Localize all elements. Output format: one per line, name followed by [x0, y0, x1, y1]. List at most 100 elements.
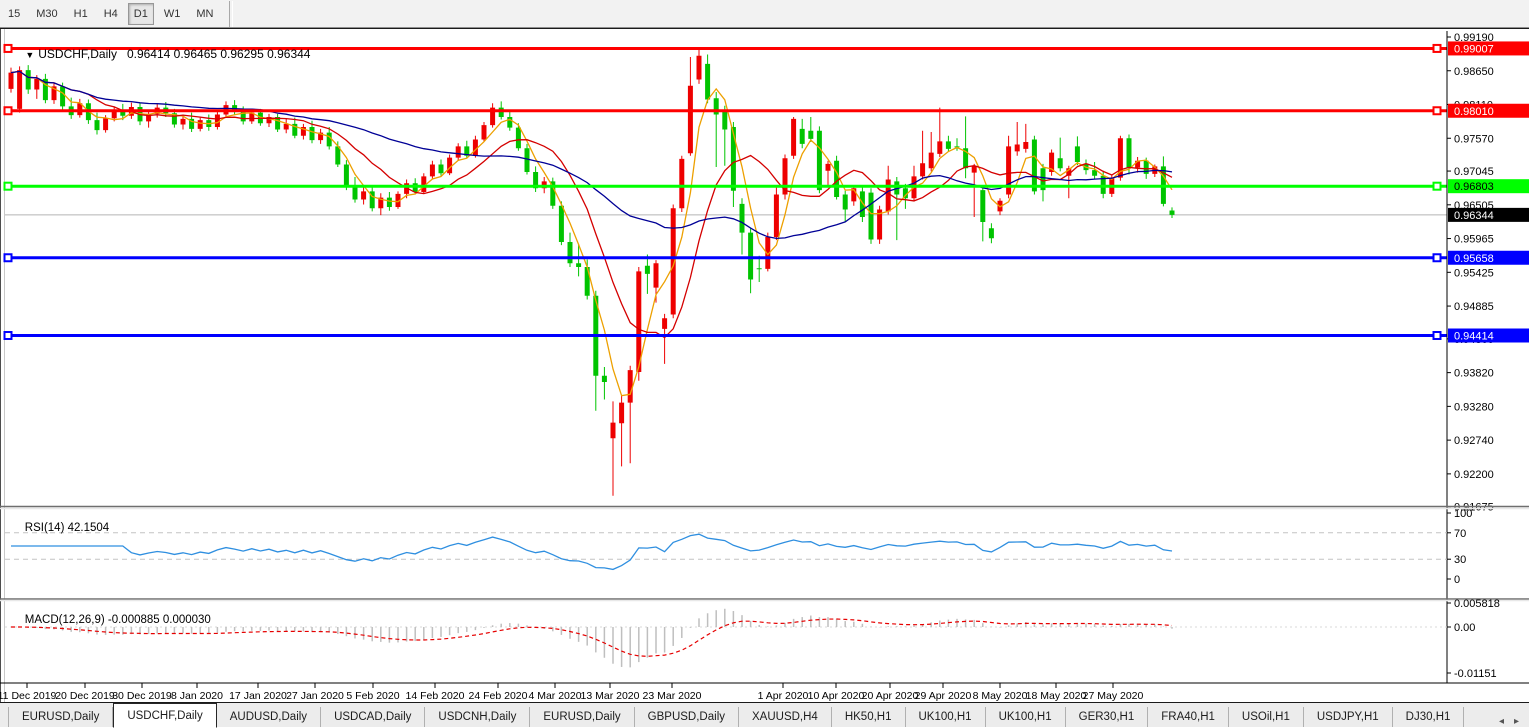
date-axis-label: 27 Jan 2020 — [286, 690, 344, 702]
line-price-badge-text: 0.96803 — [1454, 181, 1494, 193]
timeframe-toolbar: 15 M30 H1 H4 D1 W1 MN — [0, 0, 1529, 28]
tab-scroll-nav: ◂ ▸ — [1489, 716, 1529, 727]
macd-axis-label: 0.00 — [1454, 622, 1475, 634]
line-handle[interactable] — [1432, 253, 1442, 263]
rsi-axis-label: 70 — [1454, 528, 1466, 540]
price-axis-label: 0.95965 — [1454, 234, 1494, 246]
date-axis-label: 20 Apr 2020 — [862, 690, 919, 702]
date-axis-label: 4 Mar 2020 — [528, 690, 581, 702]
chart-tab-AUDUSD-Daily[interactable]: AUDUSD,Daily — [217, 707, 322, 727]
date-axis-label: 8 Jan 2020 — [171, 690, 223, 702]
date-axis-label: 27 May 2020 — [1083, 690, 1144, 702]
line-handle[interactable] — [1432, 43, 1442, 53]
window-left-border — [0, 29, 1, 703]
date-axis-label: 29 Apr 2020 — [915, 690, 972, 702]
date-axis-label: 10 Apr 2020 — [808, 690, 865, 702]
price-axis-label: 0.92740 — [1454, 435, 1494, 447]
date-axis-label: 1 Apr 2020 — [758, 690, 809, 702]
date-axis-label: 23 Mar 2020 — [643, 690, 702, 702]
chart-tab-FRA40-H1[interactable]: FRA40,H1 — [1148, 707, 1229, 727]
line-price-badge — [1448, 179, 1529, 194]
chart-tab-USDCNH-Daily[interactable]: USDCNH,Daily — [425, 707, 531, 727]
line-handle[interactable] — [3, 253, 13, 263]
date-axis-label: 17 Jan 2020 — [229, 690, 287, 702]
chart-tab-UK100-H1[interactable]: UK100,H1 — [906, 707, 986, 727]
macd-signal-line — [11, 618, 1173, 657]
line-price-badge-text: 0.99007 — [1454, 43, 1494, 55]
macd-name: MACD(12,26,9) — [24, 614, 105, 626]
macd-panel — [5, 608, 1447, 668]
price-axis-label: 0.98650 — [1454, 66, 1494, 78]
tab-scroll-left-icon[interactable]: ◂ — [1498, 716, 1504, 727]
timeframe-button-W1[interactable]: W1 — [163, 7, 181, 20]
chart-tab-USOil-H1[interactable]: USOil,H1 — [1229, 707, 1304, 727]
line-handle[interactable] — [1432, 106, 1442, 116]
macd-indicator-label: MACD(12,26,9) -0.000885 0.000030 — [12, 602, 211, 638]
symbol-tabbar: EURUSD,Daily USDCHF,Daily AUDUSD,Daily USDC… — [0, 702, 1529, 728]
date-axis-label: 11 Dec 2019 — [0, 690, 57, 702]
date-axis-label: 18 May 2020 — [1026, 690, 1087, 702]
chart-symbol-label: USDCHF,Daily — [38, 47, 117, 61]
line-handle[interactable] — [3, 106, 13, 116]
timeframe-button-M30[interactable]: M30 — [36, 7, 58, 20]
chart-tab-EURUSD-Daily[interactable]: EURUSD,Daily — [530, 707, 635, 727]
line-handle[interactable] — [3, 181, 13, 191]
macd-axis-label: 0.005818 — [1454, 598, 1500, 610]
rsi-axis-label: 100 — [1454, 508, 1472, 520]
price-axis[interactable]: 0.991900.986500.981100.975700.970450.965… — [1446, 31, 1529, 683]
ma-medium-line — [10, 70, 1173, 339]
timeframe-button-D1[interactable]: D1 — [127, 2, 154, 25]
price-axis-label: 0.97045 — [1454, 166, 1494, 178]
current-price-badge-text: 0.96344 — [1454, 210, 1494, 222]
chart-title: ▼ USDCHF,Daily 0.96414 0.96465 0.96295 0.9… — [12, 33, 310, 75]
timeframe-button-H4[interactable]: H4 — [103, 7, 118, 20]
date-axis-label: 14 Feb 2020 — [406, 690, 465, 702]
chart-tab-USDCAD-Daily[interactable]: USDCAD,Daily — [321, 707, 426, 727]
chart-tab-HK50-H1[interactable]: HK50,H1 — [832, 707, 906, 727]
line-handle[interactable] — [1432, 181, 1442, 191]
macd-values: -0.000885 0.000030 — [107, 614, 211, 626]
line-handle[interactable] — [3, 43, 13, 53]
price-axis-label: 0.94885 — [1454, 301, 1494, 313]
ma-slow-line — [10, 70, 1173, 240]
date-axis-label: 30 Dec 2019 — [112, 690, 172, 702]
line-price-badge-text: 0.95658 — [1454, 253, 1494, 265]
rsi-name: RSI(14) — [24, 522, 65, 534]
chart-ohlc-values: 0.96414 0.96465 0.96295 0.96344 — [126, 47, 311, 61]
window-left-border-inner — [4, 29, 5, 703]
line-price-badge — [1448, 328, 1529, 343]
price-axis-label: 0.93820 — [1454, 368, 1494, 380]
timeframe-button-MN[interactable]: MN — [196, 7, 214, 20]
line-price-badge — [1448, 103, 1529, 118]
chart-tab-EURUSD-Daily[interactable]: EURUSD,Daily — [8, 707, 114, 727]
chart-tab-USDJPY-H1[interactable]: USDJPY,H1 — [1304, 707, 1393, 727]
chart-tab-GBPUSD-Daily[interactable]: GBPUSD,Daily — [635, 707, 739, 727]
timeframe-button-H1[interactable]: H1 — [73, 7, 88, 20]
chart-tab-GER30-H1[interactable]: GER30,H1 — [1066, 707, 1149, 727]
date-axis-label: 24 Feb 2020 — [469, 690, 528, 702]
price-axis-label: 0.99190 — [1454, 32, 1494, 44]
price-axis-label: 0.92200 — [1454, 469, 1494, 481]
date-axis-label: 5 Feb 2020 — [346, 690, 399, 702]
price-axis-label: 0.97570 — [1454, 133, 1494, 145]
chart-tab-XAUUSD-H4[interactable]: XAUUSD,H4 — [739, 707, 832, 727]
macd-axis-label: -0.01151 — [1454, 668, 1497, 680]
toolbar-separator — [229, 0, 234, 27]
rsi-axis-label: 0 — [1454, 574, 1460, 586]
symbol-dropdown-icon[interactable]: ▼ — [25, 50, 35, 60]
timeframe-button-15[interactable]: 15 — [8, 7, 21, 20]
line-handle[interactable] — [1432, 331, 1442, 340]
price-axis-label: 0.91675 — [1454, 502, 1494, 514]
tab-scroll-right-icon[interactable]: ▸ — [1513, 716, 1519, 727]
line-handle[interactable] — [3, 331, 13, 340]
chart-tab-USDCHF-Daily[interactable]: USDCHF,Daily — [113, 703, 217, 728]
line-price-badge-text: 0.94414 — [1454, 331, 1494, 343]
rsi-indicator-label: RSI(14) 42.1504 — [12, 510, 109, 546]
price-axis-label: 0.93280 — [1454, 401, 1494, 413]
rsi-value: 42.1504 — [67, 522, 110, 534]
chart-tab-UK100-H1[interactable]: UK100,H1 — [986, 707, 1066, 727]
chart-tab-DJ30-H1[interactable]: DJ30,H1 — [1393, 707, 1465, 727]
date-axis-label: 8 May 2020 — [973, 690, 1028, 702]
